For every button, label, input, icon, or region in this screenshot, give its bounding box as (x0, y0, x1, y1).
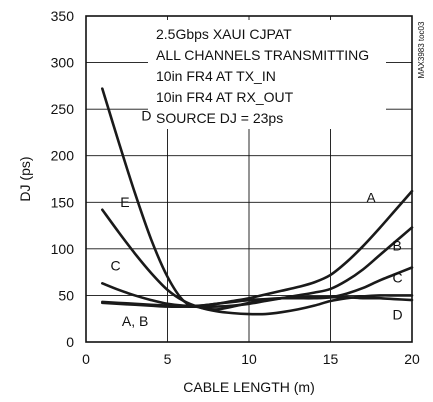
series-lines (101, 87, 414, 316)
y-axis-label: DJ (ps) (17, 156, 33, 201)
plot-frame (85, 15, 413, 343)
part-number: MAX3983 toc03 (417, 21, 426, 78)
curve-label: A, B (122, 313, 148, 329)
y-tick-label: 50 (58, 287, 74, 303)
curve-label: C (110, 257, 120, 273)
x-tick-label: 15 (323, 351, 339, 367)
y-tick-label: 300 (51, 55, 75, 71)
annotation-background (148, 20, 386, 129)
curve-label: C (392, 269, 402, 285)
y-tick-label: 100 (51, 241, 75, 257)
annotation-box: 2.5Gbps XAUI CJPAT ALL CHANNELS TRANSMITT… (148, 20, 386, 129)
x-tick-label: 20 (404, 351, 420, 367)
series-line-e (101, 208, 414, 316)
x-tick-label: 0 (82, 351, 90, 367)
annotation-line: 10in FR4 AT TX_IN (156, 68, 276, 84)
annotation-line: 10in FR4 AT RX_OUT (156, 89, 294, 105)
x-axis-label: CABLE LENGTH (m) (183, 379, 314, 395)
curve-label: B (392, 238, 401, 254)
y-tick-label: 0 (66, 334, 74, 350)
curve-label: E (120, 194, 129, 210)
curve-label: D (141, 107, 151, 123)
series-line-c (101, 266, 414, 308)
annotation-line: SOURCE DJ = 23ps (156, 110, 283, 126)
series-line-d (101, 87, 414, 311)
curve-label: A (366, 189, 376, 205)
y-tick-label: 150 (51, 194, 75, 210)
y-tick-label: 200 (51, 148, 75, 164)
curve-label: D (392, 307, 402, 323)
series-line-b (101, 226, 414, 308)
x-tick-label: 10 (241, 351, 257, 367)
y-tick-label: 350 (51, 8, 75, 24)
annotation-line: 2.5Gbps XAUI CJPAT (156, 26, 292, 42)
x-tick-label: 5 (164, 351, 172, 367)
y-tick-label: 250 (51, 101, 75, 117)
annotation-line: ALL CHANNELS TRANSMITTING (156, 47, 369, 63)
